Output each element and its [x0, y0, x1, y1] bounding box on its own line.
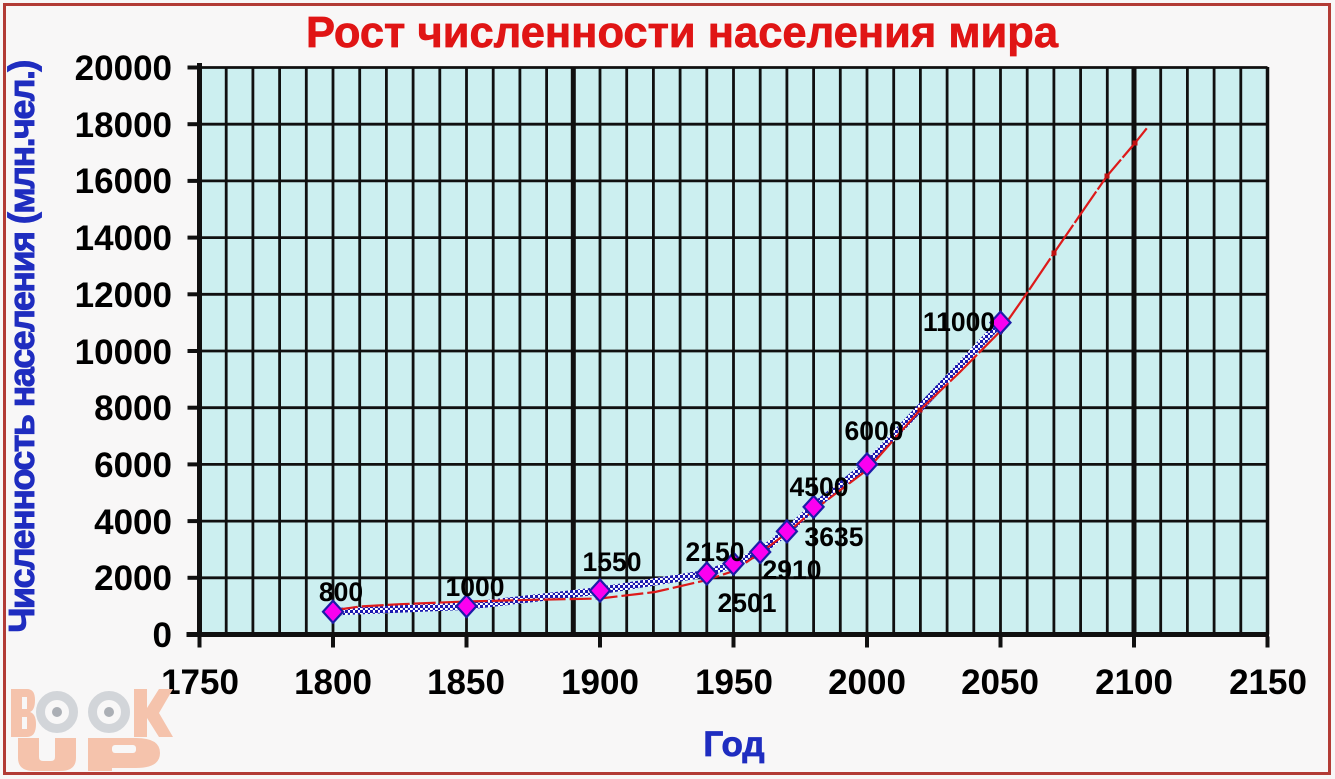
- svg-text:2000: 2000: [828, 663, 906, 702]
- svg-text:14000: 14000: [75, 219, 172, 258]
- svg-text:Численность населения (млн.чел: Численность населения (млн.чел.): [1, 61, 42, 633]
- svg-text:18000: 18000: [75, 106, 172, 145]
- svg-text:2910: 2910: [763, 555, 822, 585]
- svg-text:4500: 4500: [790, 472, 849, 502]
- svg-text:1000: 1000: [446, 572, 505, 602]
- svg-text:0: 0: [153, 616, 172, 655]
- svg-text:2150: 2150: [1229, 663, 1307, 702]
- svg-text:2000: 2000: [94, 559, 172, 598]
- svg-text:800: 800: [319, 577, 363, 607]
- svg-text:8000: 8000: [94, 389, 172, 428]
- svg-text:4000: 4000: [94, 503, 172, 542]
- svg-text:Год: Год: [703, 725, 764, 764]
- svg-text:10000: 10000: [75, 333, 172, 372]
- svg-text:6000: 6000: [94, 446, 172, 485]
- svg-text:1950: 1950: [695, 663, 773, 702]
- svg-text:3635: 3635: [805, 522, 864, 552]
- svg-text:1850: 1850: [427, 663, 505, 702]
- svg-text:2100: 2100: [1095, 663, 1173, 702]
- svg-text:2501: 2501: [718, 588, 777, 618]
- svg-text:1750: 1750: [161, 663, 239, 702]
- svg-text:11000: 11000: [923, 307, 995, 337]
- svg-text:20000: 20000: [75, 49, 172, 88]
- svg-text:2050: 2050: [961, 663, 1039, 702]
- svg-text:1550: 1550: [583, 547, 642, 577]
- svg-text:2150: 2150: [686, 537, 745, 567]
- svg-text:1800: 1800: [294, 663, 372, 702]
- svg-text:6000: 6000: [845, 416, 904, 446]
- svg-text:12000: 12000: [75, 276, 172, 315]
- svg-text:1900: 1900: [561, 663, 639, 702]
- svg-text:16000: 16000: [75, 162, 172, 201]
- svg-text:Рост численности населения мир: Рост численности населения мира: [306, 9, 1059, 57]
